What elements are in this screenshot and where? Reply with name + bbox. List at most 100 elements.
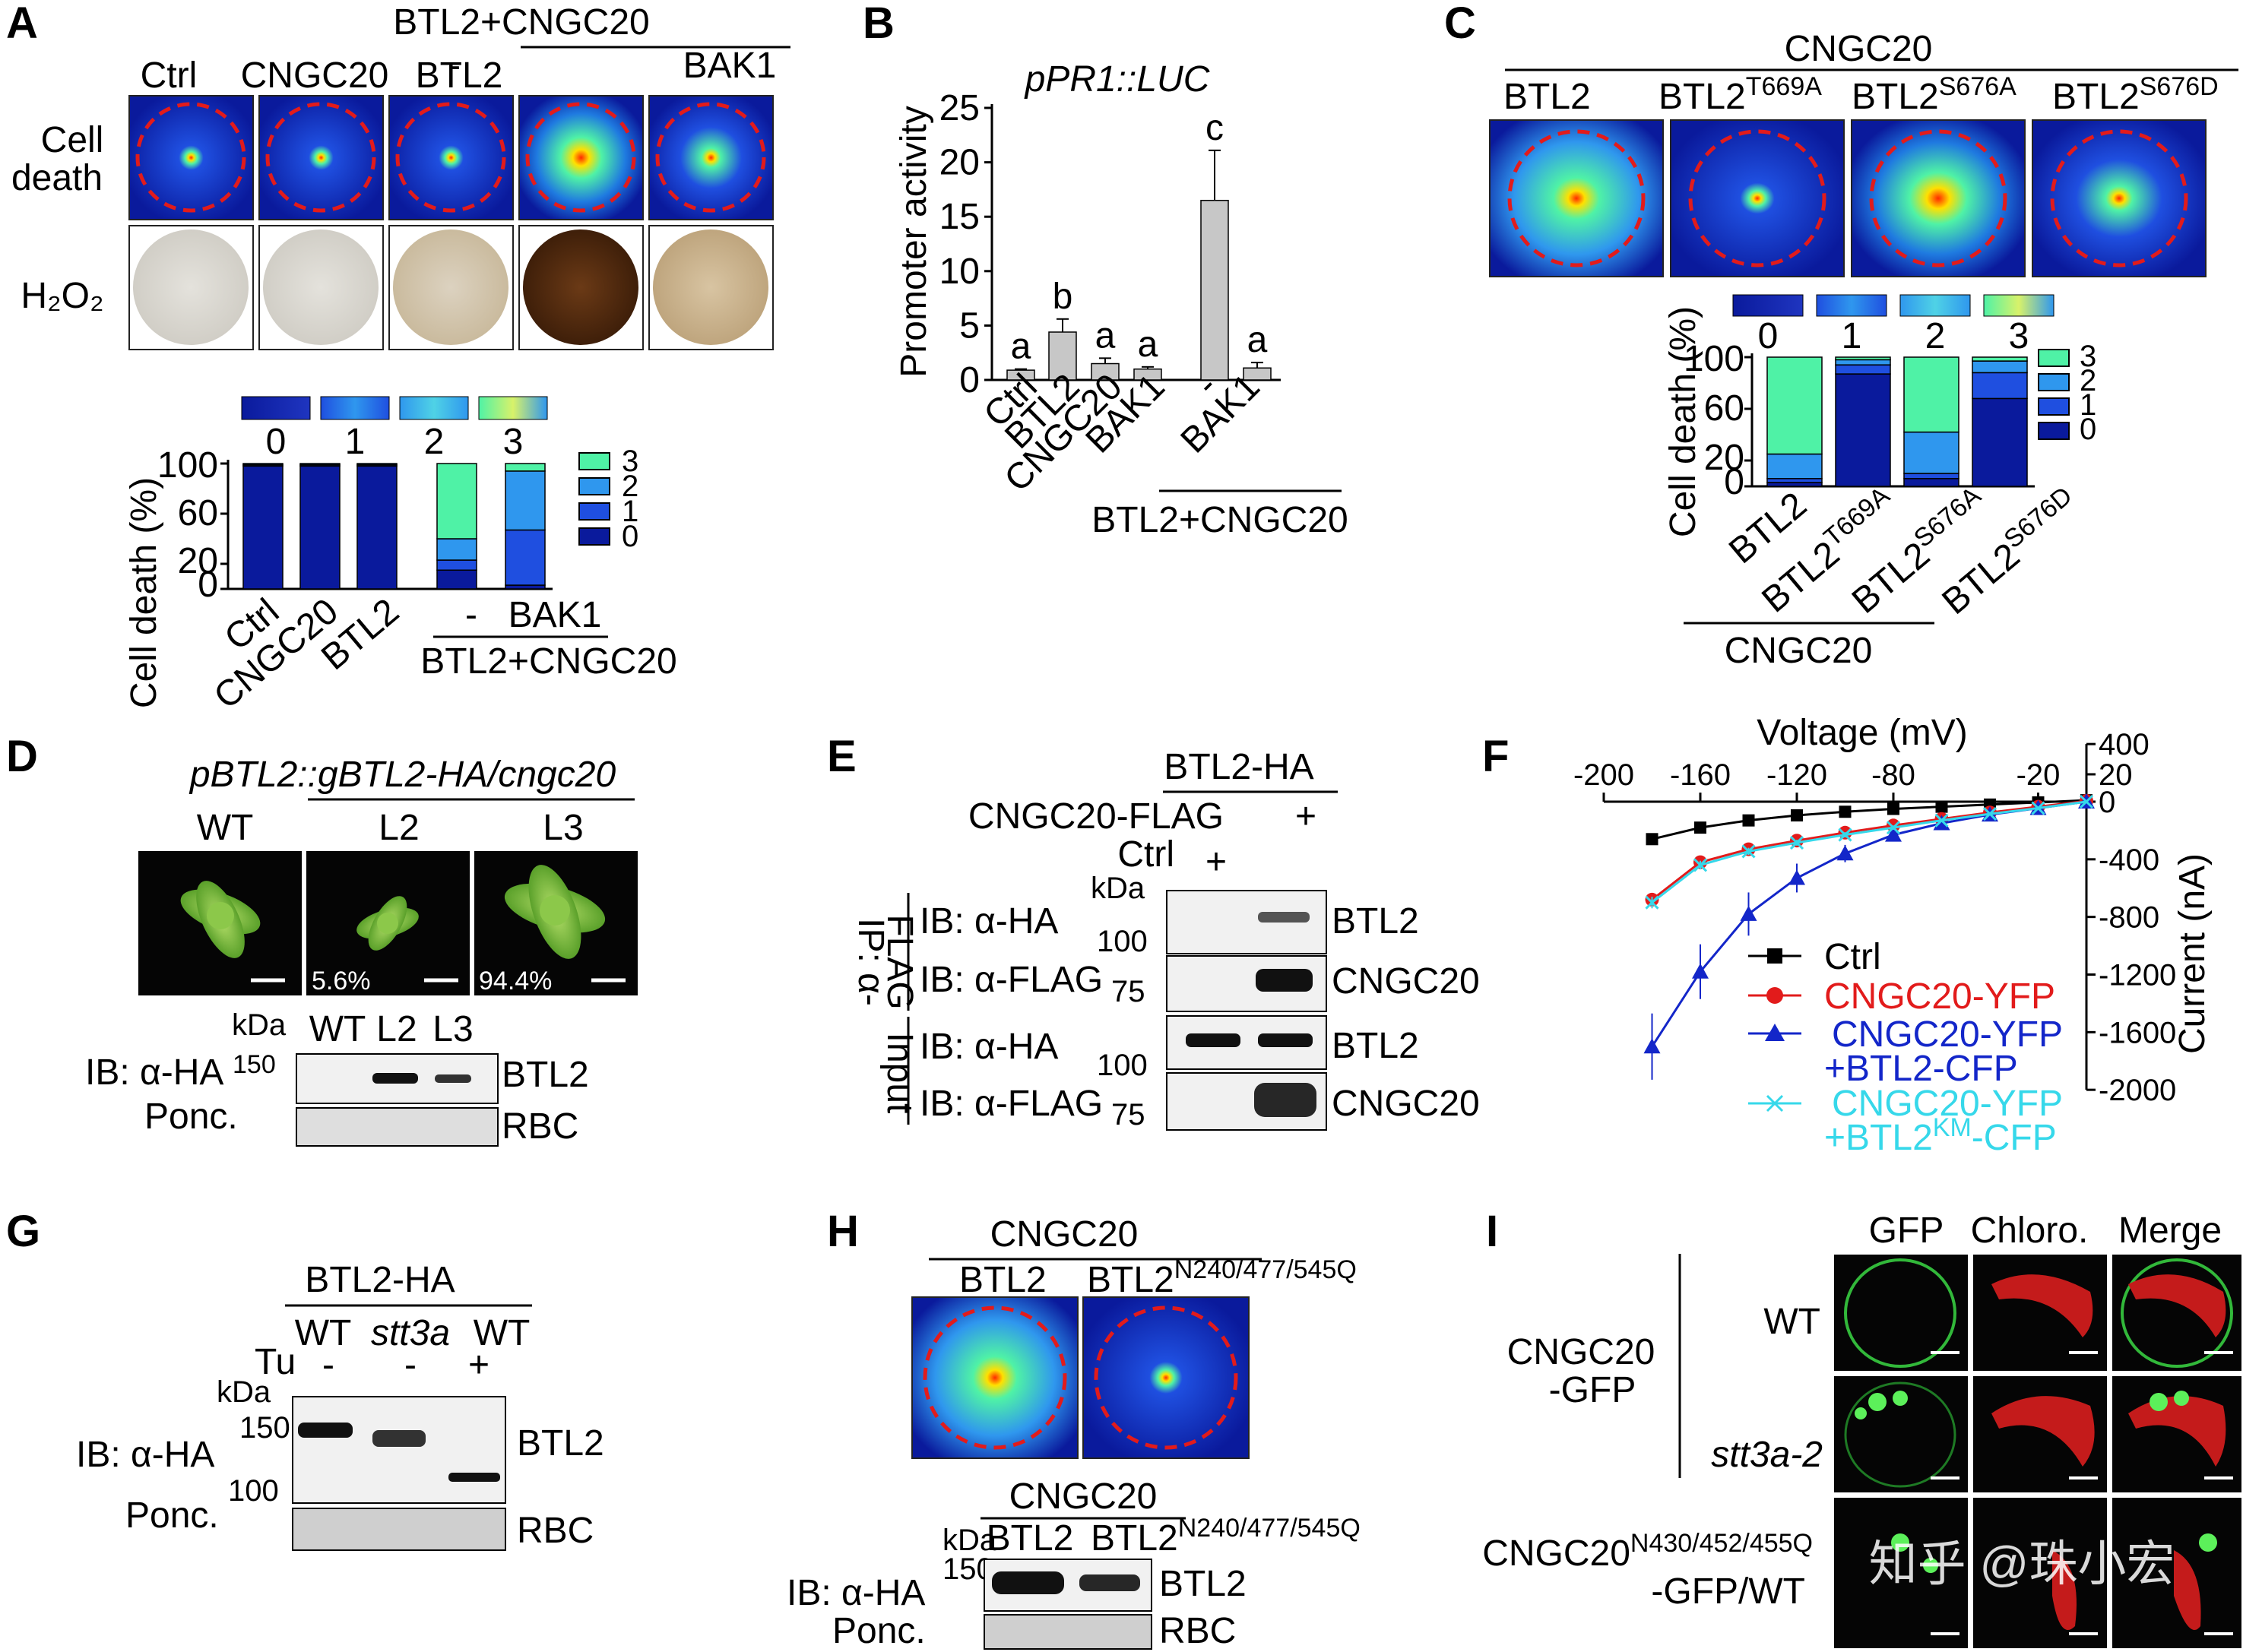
x-tick-label: -120 xyxy=(1766,758,1827,792)
series-line xyxy=(1651,800,2087,904)
a-ytick-60: 60 xyxy=(178,493,218,533)
a-row-celldeath-1: Cell xyxy=(41,120,104,160)
h-band-btl2-label: BTL2 xyxy=(1159,1564,1247,1604)
c-leaf-btl2 xyxy=(1489,119,1664,277)
bar-segment-2 xyxy=(505,470,546,531)
i-col-gfp: GFP xyxy=(1869,1211,1944,1251)
bar-segment-0 xyxy=(1903,478,1959,487)
f-legend-marker-km xyxy=(1766,1094,1784,1112)
g-lane-wt2: WT xyxy=(474,1313,531,1353)
bar-segment-2 xyxy=(436,538,477,561)
data-point xyxy=(1741,844,1756,859)
f-legend-km-base: +BTL2 xyxy=(1824,1118,1933,1158)
bar-segment-2 xyxy=(1903,431,1959,474)
panel-letter-i: I xyxy=(1486,1207,1498,1256)
h-ponc: Ponc. xyxy=(832,1611,926,1651)
c-leaf-t669a xyxy=(1670,119,1845,277)
a-legend-swatch-0 xyxy=(578,527,610,546)
d-band-rbc-label: RBC xyxy=(502,1106,578,1147)
g-ib-ha: IB: α-HA xyxy=(76,1435,214,1475)
a-col-btl2: BTL2 xyxy=(416,55,503,96)
c-scale-1 xyxy=(1816,294,1887,317)
d-ib-ha: IB: α-HA xyxy=(85,1052,223,1093)
g-top: BTL2-HA xyxy=(305,1260,455,1300)
bar-segment-2 xyxy=(356,463,398,466)
bar-segment-3 xyxy=(1766,356,1823,455)
a-top-sub-minus: - xyxy=(448,46,461,86)
c-infiltration-circle xyxy=(2050,129,2188,267)
i-group2-1: CNGC20N430/452/455Q xyxy=(1482,1529,1813,1574)
i-group2-2: -GFP/WT xyxy=(1651,1571,1805,1612)
h-band-btl2 xyxy=(992,1571,1064,1594)
panel-g: G BTL2-HA WT stt3a WT Tu - - + kDa 150 1… xyxy=(6,1207,604,1551)
h-leaf-mutant xyxy=(1082,1296,1250,1459)
f-legend-marker-ctrl xyxy=(1767,948,1782,964)
h-col-base: BTL2 xyxy=(959,1260,1047,1300)
bar-segment-0 xyxy=(299,465,341,590)
a-col-cngc20: CNGC20 xyxy=(241,55,389,96)
f-legend-btl2-l2: +BTL2-CFP xyxy=(1824,1049,2018,1089)
e-ib-3: IB: α-HA xyxy=(920,1027,1058,1067)
bar-segment-1 xyxy=(1766,478,1823,483)
bar-segment-2 xyxy=(1835,359,1891,366)
a-scale-label-0: 0 xyxy=(266,422,287,462)
e-band-label-2: CNGC20 xyxy=(1332,961,1480,1002)
a-infiltration-circle xyxy=(525,102,636,213)
a-row-h2o2: H₂O₂ xyxy=(21,276,103,316)
y-tick-label: 15 xyxy=(939,197,980,237)
y-tick-label: -2000 xyxy=(2099,1074,2176,1107)
a-col-ctrl: Ctrl xyxy=(141,55,198,96)
h-col-sup: N240/477/545Q xyxy=(1174,1255,1357,1284)
a-leaf-btl2-cngc20-bak1 xyxy=(648,95,774,220)
c-col-btl2: BTL2 xyxy=(1503,77,1591,117)
a-leaf-btl2-cngc20 xyxy=(518,95,644,220)
a-legend-label-0: 0 xyxy=(622,520,638,553)
data-point xyxy=(2031,801,2045,815)
data-point xyxy=(1885,826,1902,842)
f-legend-btl2-l1: CNGC20-YFP xyxy=(1832,1014,2063,1055)
a-xgroup-minus: - xyxy=(465,595,477,635)
h-col-base: BTL2 xyxy=(1087,1260,1174,1300)
series-line xyxy=(1651,799,2087,901)
c-legend-label-3: 3 xyxy=(2080,340,2096,373)
h-infiltration-circle xyxy=(923,1305,1067,1450)
c-col-base: BTL2 xyxy=(2052,77,2140,117)
data-point xyxy=(1935,800,1948,813)
a-xgroup: BTL2+CNGC20 xyxy=(420,641,676,682)
h-lane-btl2: BTL2 xyxy=(987,1518,1074,1559)
c-col-s676d: BTL2S676D xyxy=(2052,72,2219,117)
a-row-celldeath-2: death xyxy=(11,158,103,198)
watermark: 知乎 @珠小宏 xyxy=(1869,1536,2175,1591)
c-infiltration-circle xyxy=(1688,129,1826,267)
panel-f: F Voltage (mV) -200 -160 -120 -80 -20400200-… xyxy=(1482,713,2213,1158)
data-point xyxy=(1645,895,1659,910)
g-band-tu xyxy=(448,1473,500,1482)
f-legend-ctrl: Ctrl xyxy=(1824,937,1881,977)
data-point-stroke xyxy=(1886,821,1901,835)
h-col-btl2: BTL2 xyxy=(959,1260,1047,1300)
bar-segment-2 xyxy=(1766,453,1823,479)
bar-segment-3 xyxy=(1835,356,1891,361)
a-legend-swatch-2 xyxy=(578,477,610,495)
i-cell-outline xyxy=(1844,1258,1956,1368)
panel-letter-a: A xyxy=(6,0,38,48)
h-lane-base: BTL2 xyxy=(1091,1518,1178,1559)
e-marker-100a: 100 xyxy=(1097,925,1148,958)
bar-segment-0 xyxy=(356,465,398,590)
i-row-wt: WT xyxy=(1763,1302,1820,1342)
i-img-mutant-merge xyxy=(2111,1496,2243,1650)
bar-segment-0 xyxy=(436,569,477,590)
panel-letter-c: C xyxy=(1444,0,1476,48)
a-legend-swatch-1 xyxy=(578,502,610,521)
i-group1-1: CNGC20 xyxy=(1507,1332,1655,1372)
a-leaf-btl2 xyxy=(388,95,514,220)
y-tick-label: 10 xyxy=(939,252,980,292)
i-group1-2: -GFP xyxy=(1549,1370,1636,1410)
h-blot-rbc xyxy=(984,1614,1152,1650)
panel-letter-e: E xyxy=(827,732,857,781)
c-scale-2 xyxy=(1899,294,1971,317)
f-legend-cngc20: CNGC20-YFP xyxy=(1824,976,2055,1017)
h-top: CNGC20 xyxy=(990,1214,1139,1255)
y-tick-label: -400 xyxy=(2099,843,2159,877)
